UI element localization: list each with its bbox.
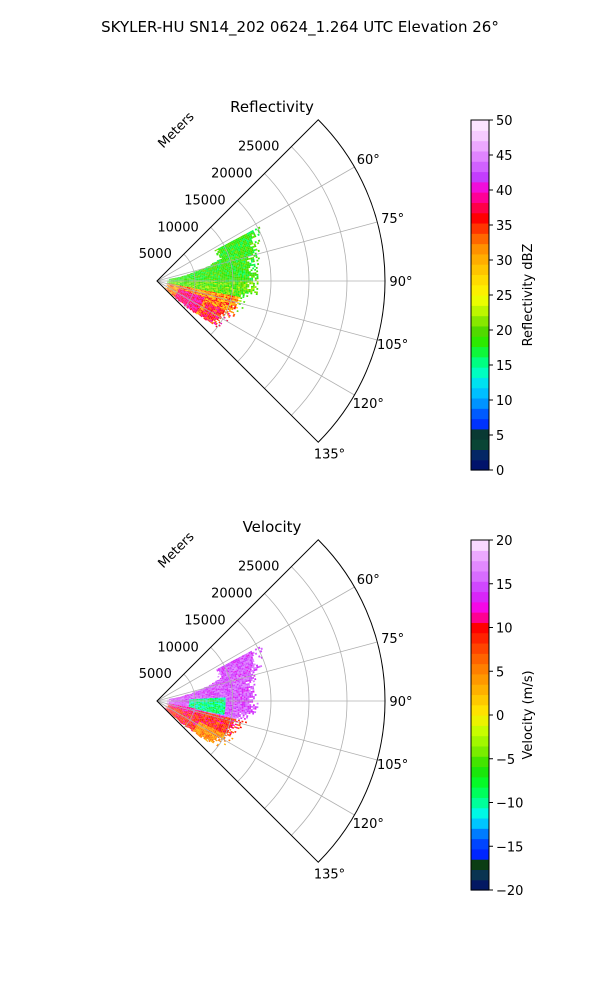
refl-angle-tick-label: 135° <box>314 448 345 463</box>
refl-sector-frame <box>156 119 386 443</box>
refl-echo-field <box>164 226 261 328</box>
refl-polar-grid <box>156 146 385 416</box>
refl-angle-tick-label: 60° <box>357 153 380 168</box>
refl-angle-tick-label: 105° <box>377 338 408 353</box>
velocity-panel: Velocity 5000 10000 15000 20000 25000 Meters 60… <box>139 518 536 899</box>
vel-colorbar-tick-label: 0 <box>496 709 504 724</box>
reflectivity-panel: Reflectivity 5000 10000 15000 20000 25000 Mete… <box>139 98 536 479</box>
vel-colorbar: −20 −15 −10 −5 0 5 10 15 20 Velocity (m/s) <box>470 534 536 899</box>
refl-angle-tick-label: 120° <box>353 397 384 412</box>
refl-colorbar-tick-label: 0 <box>496 464 504 479</box>
refl-colorbar-tick-label: 25 <box>496 289 513 304</box>
refl-colorbar-tick-label: 10 <box>496 394 513 409</box>
vel-colorbar-label: Velocity (m/s) <box>521 670 536 759</box>
refl-colorbar-tick-label: 20 <box>496 324 513 339</box>
refl-colorbar-label: Reflectivity dBZ <box>521 244 536 347</box>
vel-colorbar-tick-label: 5 <box>496 665 504 680</box>
refl-colorbar-tick-label: 40 <box>496 184 513 199</box>
refl-radial-tick-label: 20000 <box>211 167 252 182</box>
vel-colorbar-tick-label: −10 <box>496 797 523 812</box>
refl-radial-axis-label: Meters <box>156 109 198 151</box>
vel-angle-tick-label: 60° <box>357 573 380 588</box>
refl-colorbar-tick-label: 45 <box>496 149 513 164</box>
vel-radial-tick-label: 20000 <box>211 587 252 602</box>
refl-angle-tick-label: 75° <box>381 212 404 227</box>
refl-colorbar-tick-label: 35 <box>496 219 513 234</box>
refl-colorbar-tick-label: 15 <box>496 359 513 374</box>
vel-angle-tick-label: 120° <box>353 817 384 832</box>
refl-radial-tick-label: 10000 <box>157 220 198 235</box>
refl-colorbar: 0 5 10 15 20 25 30 35 40 45 50 Reflectivity dBZ <box>470 114 536 479</box>
vel-angle-tick-label: 135° <box>314 868 345 883</box>
vel-angle-tick-label: 75° <box>381 632 404 647</box>
vel-panel-title: Velocity <box>243 518 302 536</box>
refl-colorbar-tick-label: 50 <box>496 114 513 129</box>
vel-radial-axis-label: Meters <box>156 529 198 571</box>
refl-angle-tick-label: 90° <box>389 275 412 290</box>
vel-angle-tick-label: 105° <box>377 758 408 773</box>
vel-colorbar-tick-label: 20 <box>496 534 513 549</box>
refl-colorbar-tick-label: 30 <box>496 254 513 269</box>
vel-colorbar-tick-label: 10 <box>496 622 513 637</box>
vel-radial-tick-label: 25000 <box>238 560 279 575</box>
vel-colorbar-tick-label: −5 <box>496 753 515 768</box>
vel-radial-tick-label: 10000 <box>157 640 198 655</box>
vel-echo-field <box>164 646 264 747</box>
vel-radial-tick-label: 15000 <box>184 613 225 628</box>
vel-polar-grid <box>156 566 385 836</box>
refl-radial-tick-label: 5000 <box>139 247 172 262</box>
refl-colorbar-tick-label: 5 <box>496 429 504 444</box>
refl-radial-tick-label: 25000 <box>238 140 279 155</box>
vel-sector-frame <box>156 539 386 863</box>
vel-radial-tick-label: 5000 <box>139 667 172 682</box>
refl-radial-tick-label: 15000 <box>184 193 225 208</box>
vel-colorbar-tick-label: 15 <box>496 578 513 593</box>
figure-suptitle: SKYLER-HU SN14_202 0624_1.264 UTC Elevat… <box>101 18 499 37</box>
vel-colorbar-tick-label: −15 <box>496 840 523 855</box>
vel-angle-tick-label: 90° <box>389 695 412 710</box>
vel-colorbar-tick-label: −20 <box>496 884 523 899</box>
refl-panel-title: Reflectivity <box>230 98 314 116</box>
